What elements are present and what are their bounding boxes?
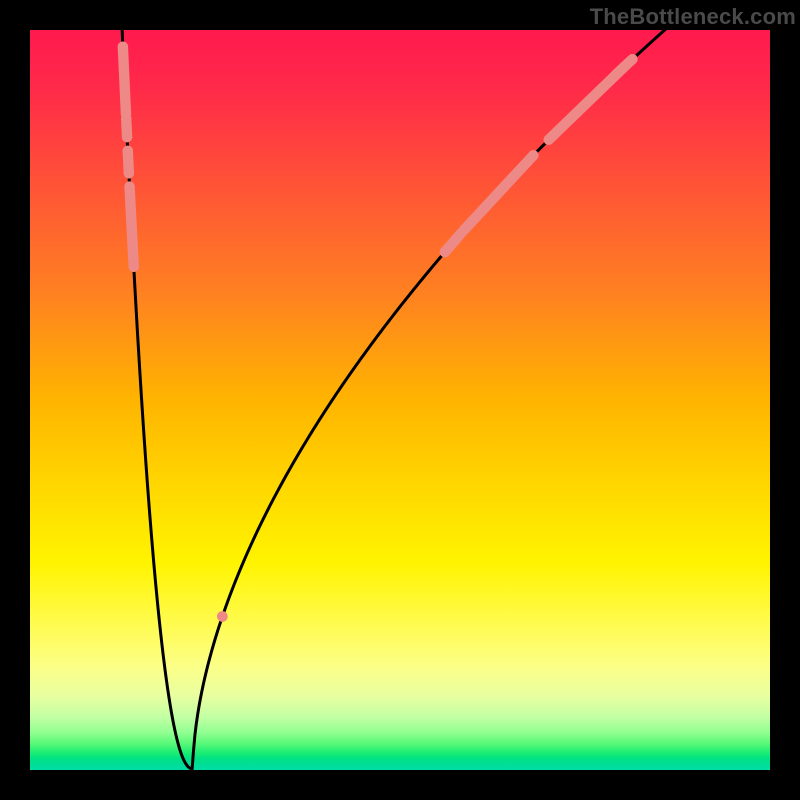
curve-marker-cap [118, 42, 128, 52]
curve-marker-cap [123, 146, 133, 156]
curve-marker-cap [627, 54, 637, 64]
curve-marker-cap [124, 181, 134, 191]
curve-marker-cap [217, 611, 227, 621]
curve-marker-cap [440, 247, 450, 257]
curve-marker-cap [528, 150, 538, 160]
curve-marker-cap [122, 132, 132, 142]
curve-marker-cap [611, 69, 621, 79]
curve-marker-segment [123, 47, 126, 114]
chart-canvas: TheBottleneck.com [0, 0, 800, 800]
watermark-text: TheBottleneck.com [590, 4, 796, 30]
curve-marker-cap [544, 135, 554, 145]
chart-svg [0, 0, 800, 800]
curve-marker-segment [130, 187, 134, 267]
curve-marker-cap [456, 228, 466, 238]
curve-marker-cap [124, 168, 134, 178]
curve-marker-cap [121, 109, 131, 119]
curve-marker-cap [129, 262, 139, 272]
